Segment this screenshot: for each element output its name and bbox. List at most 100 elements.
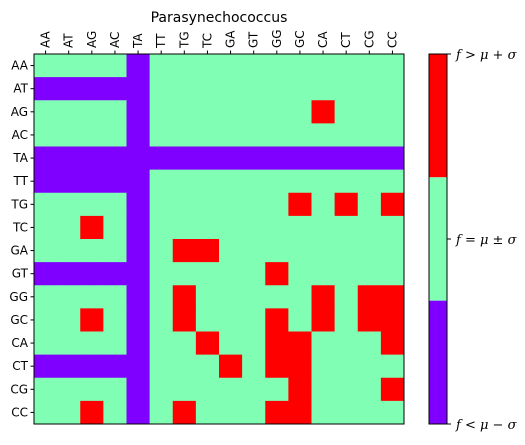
heatmap-cell-TG-CA — [312, 193, 336, 217]
heatmap-cell-CG-GC — [288, 378, 312, 402]
heatmap-cell-CC-AA — [34, 401, 58, 425]
heatmap-cell-TA-CT — [335, 147, 359, 171]
colorbar-high-segment — [429, 54, 447, 177]
heatmap-cell-AA-GG — [265, 54, 289, 78]
heatmap-cell-GG-TA — [127, 285, 151, 309]
heatmap-cell-GA-CT — [335, 239, 359, 263]
heatmap-cell-CG-AC — [103, 378, 127, 402]
heatmap-cell-CT-CG — [358, 355, 382, 379]
heatmap-cell-CC-CC — [381, 401, 405, 425]
heatmap-cell-GT-GT — [242, 262, 266, 286]
heatmap-cell-CA-CT — [335, 332, 359, 356]
heatmap-cell-CC-AG — [80, 401, 104, 425]
heatmap-cell-CT-GA — [219, 355, 243, 379]
heatmap-cell-CA-TC — [196, 332, 220, 356]
heatmap-cell-CG-TA — [127, 378, 151, 402]
heatmap-cell-TA-AA — [34, 147, 58, 171]
heatmap-cell-GA-TG — [173, 239, 197, 263]
heatmap-cell-GA-AG — [80, 239, 104, 263]
heatmap-cell-GT-GG — [265, 262, 289, 286]
heatmap-cell-TC-GC — [288, 216, 312, 240]
heatmap-cell-CA-CC — [381, 332, 405, 356]
heatmap-cell-CT-AG — [80, 355, 104, 379]
heatmap-cell-TC-CT — [335, 216, 359, 240]
heatmap-cell-AG-AA — [34, 100, 58, 124]
heatmap-cell-AC-TG — [173, 123, 197, 147]
heatmap-cell-AC-AT — [57, 123, 81, 147]
heatmap-cell-TA-CA — [312, 147, 336, 171]
heatmap-cell-CG-TG — [173, 378, 197, 402]
heatmap-cell-GG-AA — [34, 285, 58, 309]
heatmap-cell-TG-TG — [173, 193, 197, 217]
heatmap-cell-TG-CG — [358, 193, 382, 217]
heatmap-cell-TT-CG — [358, 170, 382, 194]
heatmap-cell-GC-AA — [34, 308, 58, 332]
heatmap-cell-AT-GG — [265, 77, 289, 101]
heatmap-cell-TC-TC — [196, 216, 220, 240]
heatmap-cell-TC-TT — [150, 216, 174, 240]
heatmap-cell-AA-GT — [242, 54, 266, 78]
heatmap-cell-AG-AC — [103, 100, 127, 124]
colorbar-label-high: f > μ + σ — [455, 48, 518, 63]
heatmap-cell-TT-AC — [103, 170, 127, 194]
heatmap-cell-TC-AG — [80, 216, 104, 240]
heatmap-cell-TG-TT — [150, 193, 174, 217]
heatmap-cell-AT-CA — [312, 77, 336, 101]
y-tick-label: TA — [12, 151, 28, 165]
heatmap-cell-AA-GC — [288, 54, 312, 78]
heatmap-cell-TT-AT — [57, 170, 81, 194]
y-tick-label: TT — [13, 174, 29, 188]
heatmap-cell-AT-AC — [103, 77, 127, 101]
heatmap-cell-TT-GA — [219, 170, 243, 194]
heatmap-cell-TC-CG — [358, 216, 382, 240]
heatmap-cell-GT-CG — [358, 262, 382, 286]
heatmap-cell-GT-GA — [219, 262, 243, 286]
heatmap-cell-GC-CT — [335, 308, 359, 332]
heatmap-cell-CC-GC — [288, 401, 312, 425]
heatmap-cell-CC-CG — [358, 401, 382, 425]
chart-title: Parasynechococcus — [151, 10, 288, 26]
heatmap-cell-CT-CA — [312, 355, 336, 379]
heatmap-cell-AC-TC — [196, 123, 220, 147]
heatmap-cell-CA-AC — [103, 332, 127, 356]
heatmap-cell-GG-AG — [80, 285, 104, 309]
heatmap-cell-TA-AG — [80, 147, 104, 171]
heatmap-cell-CT-AT — [57, 355, 81, 379]
heatmap-cell-GC-AC — [103, 308, 127, 332]
heatmap-cell-GG-AT — [57, 285, 81, 309]
heatmap-cell-TC-AA — [34, 216, 58, 240]
y-tick-label: GA — [10, 244, 28, 258]
heatmap-cell-AT-GA — [219, 77, 243, 101]
heatmap-cell-GT-GC — [288, 262, 312, 286]
heatmap-cell-CC-TC — [196, 401, 220, 425]
heatmap-cell-GA-GC — [288, 239, 312, 263]
heatmap-cell-GA-TA — [127, 239, 151, 263]
y-tick-label: TG — [10, 197, 28, 211]
x-tick-label: AC — [108, 32, 122, 48]
heatmap-cell-AT-GT — [242, 77, 266, 101]
heatmap-cell-TT-AA — [34, 170, 58, 194]
heatmap-cell-TT-TG — [173, 170, 197, 194]
heatmap-cell-GG-GT — [242, 285, 266, 309]
heatmap-cell-AA-CA — [312, 54, 336, 78]
y-tick-label: TC — [12, 220, 28, 234]
heatmap-cell-AT-TA — [127, 77, 151, 101]
x-tick-label: TA — [131, 33, 145, 49]
heatmap-cell-CG-GA — [219, 378, 243, 402]
heatmap-cell-GT-AT — [57, 262, 81, 286]
heatmap-cell-AG-CA — [312, 100, 336, 124]
y-tick-label: AG — [11, 105, 28, 119]
heatmap-cell-AC-GC — [288, 123, 312, 147]
heatmap-cell-GG-GC — [288, 285, 312, 309]
heatmap-cell-TG-TC — [196, 193, 220, 217]
heatmap-cell-TT-GT — [242, 170, 266, 194]
heatmap-cell-GT-CT — [335, 262, 359, 286]
heatmap-cell-AA-CG — [358, 54, 382, 78]
heatmap-cell-GG-AC — [103, 285, 127, 309]
heatmap-cell-GA-CC — [381, 239, 405, 263]
heatmap-cell-TC-TG — [173, 216, 197, 240]
colorbar-label-low: f < μ − σ — [455, 418, 518, 433]
heatmap-cell-CT-TC — [196, 355, 220, 379]
heatmap-cell-CA-AT — [57, 332, 81, 356]
